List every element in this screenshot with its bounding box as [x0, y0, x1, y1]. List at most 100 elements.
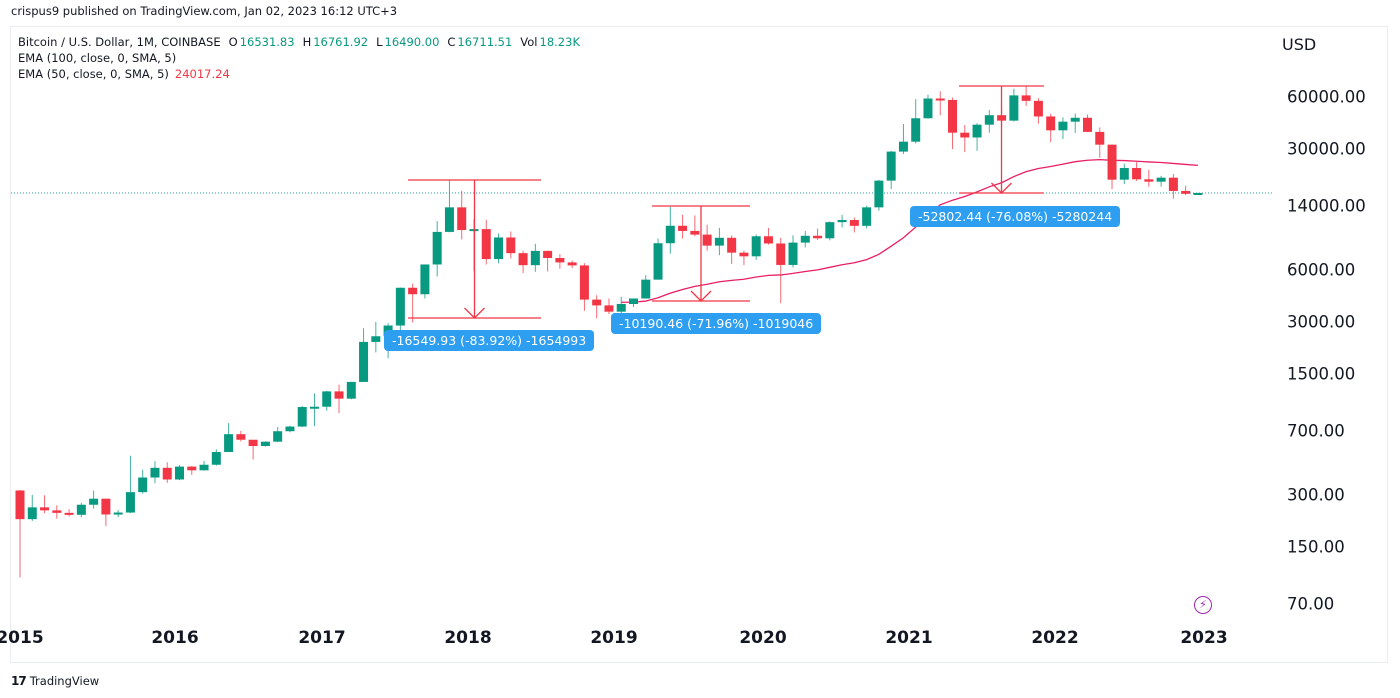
- candle-body: [175, 466, 185, 480]
- time-tick: 2022: [1031, 628, 1079, 648]
- candle-body: [444, 207, 454, 232]
- candle-body: [297, 407, 307, 427]
- candle-body: [935, 98, 945, 101]
- candle-body: [579, 265, 589, 300]
- candle-body: [543, 250, 553, 259]
- candle-body: [40, 507, 50, 511]
- ema50-value: 24017.24: [174, 67, 230, 81]
- candle-body: [653, 243, 663, 280]
- candle-body: [1132, 168, 1142, 180]
- candle-body: [763, 236, 773, 244]
- candle-body: [408, 287, 418, 295]
- candle-body: [555, 258, 565, 263]
- candle-body: [923, 98, 933, 119]
- candle-body: [395, 287, 405, 326]
- candle-body: [285, 426, 295, 432]
- legend-ema100[interactable]: EMA (100, close, 0, SMA, 5): [18, 51, 177, 65]
- lightning-icon[interactable]: ⚡︎: [1194, 596, 1212, 614]
- candle-body: [898, 141, 908, 152]
- candle-body: [420, 264, 430, 295]
- candle-body: [1168, 177, 1178, 191]
- candle-body: [690, 230, 700, 235]
- candle-body: [1046, 116, 1056, 131]
- time-tick: 2015: [0, 628, 44, 648]
- candle-body: [1107, 144, 1117, 180]
- price-tick: 30000.00: [1287, 139, 1366, 159]
- candle-body: [727, 237, 737, 253]
- candle-body: [751, 236, 761, 257]
- time-tick: 2023: [1180, 628, 1228, 648]
- candle-body: [113, 512, 123, 515]
- time-tick: 2017: [298, 628, 346, 648]
- candle-body: [886, 151, 896, 181]
- candle-body: [972, 124, 982, 138]
- candle-body: [494, 237, 504, 260]
- candle-body: [813, 235, 823, 239]
- measure-badge-2019[interactable]: -10190.46 (-71.96%) -1019046: [611, 313, 822, 334]
- candle-body: [334, 391, 344, 399]
- legend-ema50[interactable]: EMA (50, close, 0, SMA, 5) 24017.24: [18, 67, 230, 81]
- candle-body: [506, 237, 516, 254]
- candle-body: [984, 115, 994, 125]
- footer-branding: 17 TradingView: [11, 674, 99, 688]
- time-tick: 2018: [444, 628, 492, 648]
- tradingview-logo-icon: 17: [11, 674, 27, 688]
- candle-body: [432, 231, 442, 265]
- price-tick: 70.00: [1287, 594, 1335, 614]
- candle-body: [481, 229, 491, 260]
- measure-badge-2021[interactable]: -52802.44 (-76.08%) -5280244: [910, 206, 1121, 227]
- time-tick: 2019: [590, 628, 638, 648]
- chart-frame: [10, 26, 1388, 663]
- tradingview-brand[interactable]: TradingView: [29, 674, 100, 688]
- candle-body: [1156, 177, 1166, 182]
- candle-body: [1193, 192, 1203, 195]
- candle-body: [616, 304, 626, 312]
- candle-body: [530, 250, 540, 266]
- candle-body: [1119, 168, 1129, 180]
- volume-value: 18.23K: [539, 35, 580, 49]
- candle-body: [1009, 95, 1019, 121]
- candle-body: [1021, 95, 1031, 101]
- candle-body: [371, 336, 381, 342]
- candle-body: [960, 132, 970, 138]
- candle-body: [27, 507, 37, 520]
- chart-legend: Bitcoin / U.S. Dollar, 1M, COINBASE O 1653…: [18, 34, 588, 82]
- candle-body: [849, 220, 859, 226]
- time-tick: 2020: [739, 628, 787, 648]
- candle-body: [101, 498, 111, 515]
- price-tick: 3000.00: [1287, 312, 1356, 332]
- candle-body: [702, 234, 712, 246]
- measure-badge-2018[interactable]: -16549.93 (-83.92%) -1654993: [384, 330, 595, 351]
- time-tick: 2021: [885, 628, 933, 648]
- candle-body: [150, 467, 160, 478]
- legend-symbol-row: Bitcoin / U.S. Dollar, 1M, COINBASE O 1653…: [18, 35, 580, 49]
- publish-line: crispus9 published on TradingView.com, J…: [11, 4, 398, 18]
- measure-2018-arrow-head-icon: [464, 307, 485, 319]
- candle-body: [1058, 121, 1068, 131]
- candle-body: [788, 242, 798, 265]
- candle-body: [248, 439, 258, 446]
- high-value: 16761.92: [313, 35, 369, 49]
- price-tick: 6000.00: [1287, 260, 1356, 280]
- price-tick: 60000.00: [1287, 87, 1366, 107]
- symbol-name[interactable]: Bitcoin / U.S. Dollar, 1M, COINBASE: [18, 35, 221, 49]
- close-value: 16711.51: [457, 35, 513, 49]
- candle-body: [825, 222, 835, 239]
- candle-body: [776, 243, 786, 265]
- candle-body: [309, 406, 319, 409]
- candle-body: [518, 253, 528, 266]
- currency-label[interactable]: USD: [1282, 35, 1317, 54]
- candle-body: [1082, 117, 1092, 132]
- candle-body: [211, 451, 221, 465]
- candle-body: [1033, 100, 1043, 117]
- price-tick: 150.00: [1287, 537, 1345, 557]
- candle-body: [641, 279, 651, 299]
- candle-body: [800, 235, 810, 243]
- candle-body: [837, 220, 847, 223]
- candle-body: [592, 299, 602, 306]
- candle-body: [739, 252, 749, 257]
- candle-body: [457, 207, 467, 231]
- candle-body: [162, 467, 172, 480]
- price-tick: 300.00: [1287, 485, 1345, 505]
